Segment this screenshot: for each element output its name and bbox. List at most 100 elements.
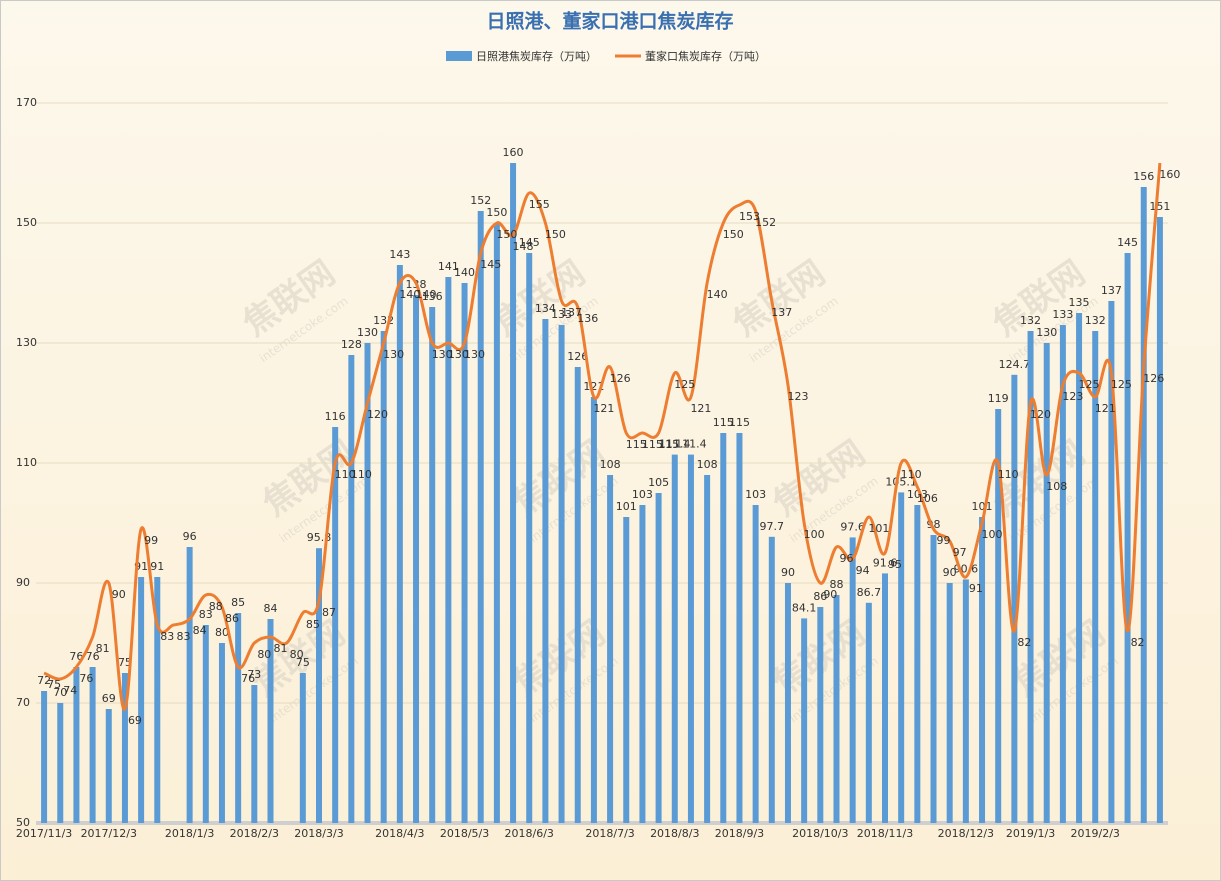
bar-value-label: 88 <box>829 578 843 591</box>
line-value-label: 115 <box>626 438 647 451</box>
bar-value-label: 132 <box>1020 314 1041 327</box>
line-value-label: 120 <box>1030 408 1051 421</box>
x-tick-label: 2018/10/3 <box>792 827 848 840</box>
line-value-label: 126 <box>610 372 631 385</box>
line-value-label: 100 <box>982 528 1003 541</box>
bar-value-label: 90 <box>943 566 957 579</box>
bar-value-label: 103 <box>632 488 653 501</box>
bar <box>267 619 274 823</box>
line-value-label: 115 <box>658 438 679 451</box>
bar <box>962 579 969 823</box>
bar-value-label: 96 <box>183 530 197 543</box>
line-value-label: 150 <box>545 228 566 241</box>
bar-value-label: 101 <box>616 500 637 513</box>
x-tick-label: 2019/2/3 <box>1071 827 1120 840</box>
bar <box>833 595 840 823</box>
bar <box>590 397 597 823</box>
line-value-label: 110 <box>351 468 372 481</box>
bar-value-label: 151 <box>1149 200 1170 213</box>
bar <box>865 602 872 823</box>
bar-value-label: 80 <box>215 626 229 639</box>
bar-value-label: 133 <box>1052 308 1073 321</box>
x-tick-label: 2018/6/3 <box>505 827 554 840</box>
x-tick-label: 2019/1/3 <box>1006 827 1055 840</box>
bar-value-label: 124.7 <box>999 358 1031 371</box>
bar-value-label: 135 <box>1069 296 1090 309</box>
bar <box>542 319 549 823</box>
bar <box>332 427 339 823</box>
line-value-label: 91 <box>969 582 983 595</box>
bar <box>946 583 953 823</box>
bar <box>671 454 678 823</box>
line-value-label: 121 <box>690 402 711 415</box>
bar-value-label: 143 <box>389 248 410 261</box>
line-value-label: 120 <box>367 408 388 421</box>
bar <box>849 537 856 823</box>
y-tick-label: 110 <box>16 456 37 469</box>
legend-label: 日照港焦炭库存（万吨） <box>476 49 597 63</box>
bar <box>995 409 1002 823</box>
line-value-label: 82 <box>1017 636 1031 649</box>
line-value-label: 87 <box>322 606 336 619</box>
bar-value-label: 97.6 <box>840 520 865 533</box>
line-value-label: 150 <box>723 228 744 241</box>
bar <box>73 667 80 823</box>
line-value-label: 95 <box>888 558 902 571</box>
line-value-label: 106 <box>917 492 938 505</box>
bar <box>768 536 775 823</box>
bar-value-label: 150 <box>486 206 507 219</box>
line-value-label: 99 <box>144 534 158 547</box>
bar-value-label: 91.6 <box>873 556 898 569</box>
line-value-label: 74 <box>63 684 77 697</box>
legend: 日照港焦炭库存（万吨） 董家口焦炭库存（万吨） <box>446 49 766 63</box>
bar <box>1108 301 1115 823</box>
bar <box>251 685 258 823</box>
bar <box>704 475 711 823</box>
bar <box>316 548 322 823</box>
line-value-label: 140 <box>416 288 437 301</box>
line-value-label: 137 <box>771 306 792 319</box>
line-value-label: 100 <box>804 528 825 541</box>
legend-label: 董家口焦炭库存（万吨） <box>645 49 766 63</box>
line-value-label: 121 <box>593 402 614 415</box>
bar-value-label: 126 <box>567 350 588 363</box>
bar <box>736 433 743 823</box>
line-value-label: 130 <box>383 348 404 361</box>
line-value-label: 152 <box>755 216 776 229</box>
x-tick-label: 2018/3/3 <box>294 827 343 840</box>
x-tick-label: 2018/1/3 <box>165 827 214 840</box>
line-value-label: 76 <box>79 672 93 685</box>
bar <box>396 265 403 823</box>
bar <box>1027 331 1034 823</box>
bar <box>1011 374 1018 823</box>
line-value-label: 96 <box>839 552 853 565</box>
y-tick-label: 90 <box>16 576 30 589</box>
bar <box>655 493 662 823</box>
line-value-label: 130 <box>464 348 485 361</box>
bar-value-label: 160 <box>503 146 524 159</box>
line-value-label: 123 <box>1062 390 1083 403</box>
bar-value-label: 130 <box>1036 326 1057 339</box>
line-value-label: 97 <box>953 546 967 559</box>
bar <box>1059 325 1066 823</box>
line-value-label: 108 <box>1046 480 1067 493</box>
bar-value-label: 70 <box>53 686 67 699</box>
x-tick-label: 2018/2/3 <box>230 827 279 840</box>
bar-value-label: 119 <box>988 392 1009 405</box>
bar <box>429 307 436 823</box>
bar <box>558 325 565 823</box>
bar-value-label: 101 <box>972 500 993 513</box>
line-value-label: 81 <box>273 642 287 655</box>
line-value-label: 94 <box>856 564 870 577</box>
line-value-label: 126 <box>1143 372 1164 385</box>
bar <box>154 577 161 823</box>
line-value-label: 81 <box>96 642 110 655</box>
bar-value-label: 72 <box>37 674 51 687</box>
bar <box>1156 217 1163 823</box>
line-value-label: 110 <box>335 468 356 481</box>
line <box>43 162 1162 711</box>
x-tick-label: 2018/8/3 <box>650 827 699 840</box>
bar <box>477 211 484 823</box>
line-value-label: 101 <box>868 522 889 535</box>
